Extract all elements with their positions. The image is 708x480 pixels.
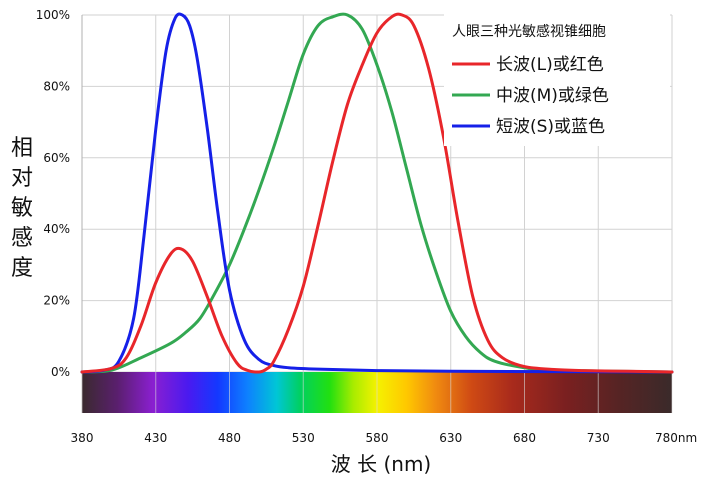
y-axis-title-char: 相 [11,136,33,161]
y-tick-label: 40% [43,222,70,236]
x-tick-label: 730 [587,431,610,445]
legend-title: 人眼三种光敏感视锥细胞 [452,23,606,40]
y-axis-title: 相对敏感度 [11,136,33,281]
x-tick-label: 530 [292,431,315,445]
series-line-L [80,12,674,374]
series-line-S [80,12,674,374]
x-axis-title: 波 长 (nm) [331,452,431,476]
y-tick-label: 80% [43,79,70,93]
x-tick-label: 380 [71,431,94,445]
legend-label-S: 短波(S)或蓝色 [496,117,605,137]
x-tick-label: 630 [439,431,462,445]
x-tick-label: 680 [513,431,536,445]
legend-background [444,14,670,146]
x-tick-label: 580 [366,431,389,445]
y-tick-label: 0% [51,365,70,379]
y-axis-title-char: 感 [11,226,33,251]
x-tick-label: 480 [218,431,241,445]
x-tick-label: 430 [144,431,167,445]
spectrum-band-gridlines [81,372,673,413]
y-axis-title-char: 对 [11,166,33,191]
legend-label-M: 中波(M)或绿色 [496,86,609,106]
y-tick-label: 60% [43,151,70,165]
y-tick-label: 100% [36,8,70,22]
y-axis-title-char: 敏 [11,196,33,221]
legend-label-L: 长波(L)或红色 [496,55,604,75]
curves [80,12,674,374]
y-axis-title-char: 度 [11,256,33,281]
x-tick-labels: 380 430 480 530 580 630 680 730 780nm [71,431,698,445]
series-line-M [80,12,674,374]
y-tick-labels: 0% 20% 40% 60% 80% 100% [36,8,70,379]
x-tick-label: 780nm [655,431,697,445]
y-tick-label: 20% [43,294,70,308]
